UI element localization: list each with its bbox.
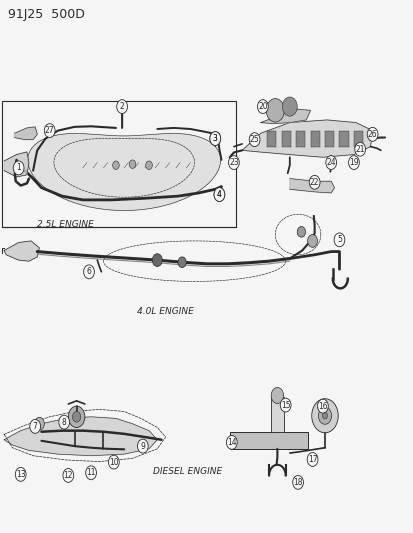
Circle shape [325,156,336,169]
Circle shape [152,254,162,266]
Circle shape [306,453,317,466]
Circle shape [214,188,224,201]
Bar [266,131,275,147]
Bar [229,432,308,449]
Text: 6: 6 [86,268,91,276]
Text: 3: 3 [212,134,217,143]
Text: 21: 21 [355,145,364,154]
Circle shape [145,161,152,169]
Bar [271,397,283,432]
Circle shape [292,475,303,489]
Text: 7: 7 [33,422,38,431]
Circle shape [307,235,317,247]
Circle shape [366,127,377,141]
Text: 14: 14 [226,438,236,447]
Text: 4: 4 [216,190,221,199]
Circle shape [322,413,327,419]
Polygon shape [28,134,220,211]
Text: 13: 13 [16,470,26,479]
Circle shape [226,435,237,449]
Bar [2,101,235,227]
Circle shape [257,100,268,114]
Polygon shape [242,120,372,157]
Text: 11: 11 [86,469,95,477]
Text: 8: 8 [62,418,66,426]
Circle shape [271,387,283,403]
Circle shape [129,160,135,168]
Text: 10: 10 [109,458,119,466]
Circle shape [266,99,284,122]
Bar [281,131,290,147]
Text: DIESEL ENGINE: DIESEL ENGINE [153,467,222,476]
Polygon shape [4,152,29,177]
Circle shape [116,100,127,114]
Circle shape [228,156,239,169]
Circle shape [63,469,74,482]
Polygon shape [260,109,310,124]
Text: 91J25  500D: 91J25 500D [8,8,85,21]
Circle shape [333,233,344,247]
Text: 24: 24 [325,158,335,167]
Text: 27: 27 [45,126,55,135]
Circle shape [280,398,290,412]
Text: 16: 16 [317,402,327,410]
Circle shape [209,132,220,146]
Circle shape [249,133,259,147]
Text: 3: 3 [212,134,217,143]
Circle shape [30,419,40,433]
Polygon shape [14,127,37,140]
Bar [295,131,304,147]
Text: 22: 22 [309,178,318,187]
Circle shape [34,417,44,430]
Circle shape [68,406,85,427]
Circle shape [108,455,119,469]
Circle shape [282,97,297,116]
Text: 4.0L ENGINE: 4.0L ENGINE [136,308,193,316]
Text: 1: 1 [16,164,21,172]
Bar [339,131,348,147]
Text: 9: 9 [140,442,145,450]
Text: 2.5L ENGINE: 2.5L ENGINE [37,221,94,229]
Circle shape [317,399,328,413]
Text: 17: 17 [307,455,317,464]
Circle shape [354,142,365,156]
Circle shape [137,439,148,453]
Polygon shape [289,179,334,193]
Circle shape [348,156,358,169]
Circle shape [112,161,119,169]
Polygon shape [4,417,157,456]
Text: 26: 26 [367,130,377,139]
Text: 20: 20 [257,102,267,111]
Circle shape [178,257,186,268]
Polygon shape [4,241,39,261]
Circle shape [85,466,96,480]
Circle shape [13,161,24,175]
Circle shape [72,411,81,422]
Circle shape [44,124,55,138]
Circle shape [209,132,220,146]
Text: 19: 19 [348,158,358,167]
Bar [353,131,362,147]
Circle shape [214,188,224,201]
Bar [310,131,319,147]
Circle shape [297,227,305,237]
Text: 4: 4 [216,190,221,199]
Circle shape [59,415,69,429]
Circle shape [83,265,94,279]
Text: 25: 25 [249,135,259,144]
Text: 15: 15 [280,401,290,409]
Circle shape [15,467,26,481]
Circle shape [311,399,337,433]
Text: 18: 18 [293,478,302,487]
Text: 5: 5 [336,236,341,244]
Circle shape [318,407,331,424]
Circle shape [309,175,319,189]
Bar [324,131,333,147]
Text: 2: 2 [119,102,124,111]
Text: 23: 23 [228,158,238,167]
Text: 12: 12 [64,471,73,480]
